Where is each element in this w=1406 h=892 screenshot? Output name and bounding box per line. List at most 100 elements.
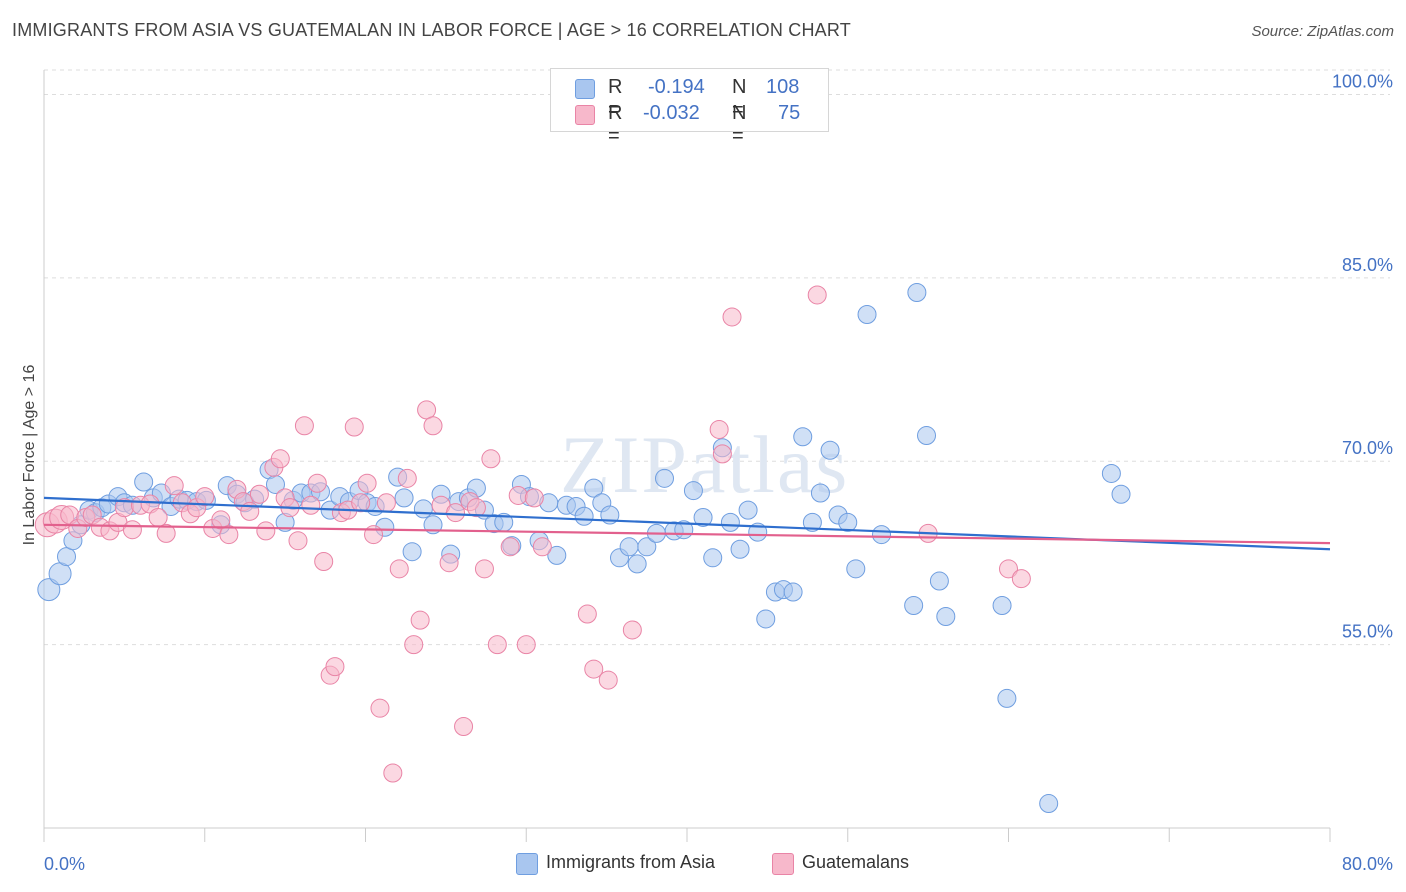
data-point <box>929 571 949 591</box>
data-point <box>294 416 314 436</box>
data-point <box>394 488 414 508</box>
data-point <box>709 419 729 439</box>
data-point <box>404 635 424 655</box>
data-point <box>793 427 813 447</box>
bottom-legend-swatch-asia <box>516 853 538 875</box>
data-point <box>574 506 594 526</box>
data-point <box>999 559 1018 579</box>
data-point <box>508 485 528 505</box>
trend-line-guatemalans <box>43 523 1331 545</box>
bottom-legend-label-asia: Immigrants from Asia <box>546 852 716 872</box>
data-point <box>1111 484 1131 504</box>
axes: 55.0% 70.0% 85.0% 100.0% 0.0% 80.0% <box>43 70 1393 874</box>
trend-lines <box>43 496 1331 551</box>
data-point <box>376 493 396 513</box>
data-point <box>413 499 433 519</box>
data-point <box>466 498 486 518</box>
data-point <box>846 559 866 579</box>
data-point <box>1039 794 1059 814</box>
data-point <box>344 417 364 437</box>
data-point <box>720 512 740 532</box>
data-point <box>857 305 877 325</box>
data-point <box>307 473 327 493</box>
legend-r-label: R = <box>608 76 623 121</box>
data-point <box>134 472 154 492</box>
data-point <box>446 503 466 523</box>
data-point <box>219 525 239 545</box>
chart-title: IMMIGRANTS FROM ASIA VS GUATEMALAN IN LA… <box>12 20 851 40</box>
x-tick-label-max: 80.0% <box>1342 854 1393 874</box>
data-point <box>370 698 390 718</box>
data-point <box>325 657 345 677</box>
data-point <box>156 523 176 543</box>
data-point <box>402 542 422 562</box>
y-tick-label: 100.0% <box>1332 71 1393 91</box>
data-point <box>500 537 520 557</box>
data-point <box>622 620 642 640</box>
data-point <box>314 551 334 571</box>
data-point <box>454 717 474 737</box>
data-point <box>383 763 403 783</box>
data-point <box>301 495 321 515</box>
data-point <box>619 537 639 557</box>
y-tick-label: 85.0% <box>1342 255 1393 275</box>
data-point <box>288 531 308 551</box>
data-point <box>1011 569 1031 589</box>
series-asia <box>37 283 1131 814</box>
data-point <box>683 481 703 501</box>
data-point <box>547 545 567 565</box>
correlation-legend: R = -0.194 N = 108 R = -0.032 N = 75 <box>550 68 829 147</box>
data-point <box>907 283 927 303</box>
data-point <box>917 426 937 446</box>
data-point <box>738 500 758 520</box>
legend-swatch-guatemalans <box>575 105 595 125</box>
data-point <box>1101 463 1121 483</box>
data-point <box>195 487 215 507</box>
legend-r-value: -0.194 <box>648 76 705 98</box>
bottom-legend-label-guatemalans: Guatemalans <box>802 852 910 872</box>
data-point <box>722 307 742 327</box>
data-point <box>532 537 552 557</box>
data-point <box>802 512 822 532</box>
data-point <box>270 449 290 469</box>
data-point <box>838 512 858 532</box>
data-point <box>439 553 459 573</box>
data-point <box>730 539 750 559</box>
data-point <box>487 635 507 655</box>
data-point <box>211 510 231 530</box>
x-tick-label-min: 0.0% <box>44 854 85 874</box>
data-point <box>57 547 77 567</box>
data-point <box>872 525 892 545</box>
data-point <box>703 548 723 568</box>
data-point <box>654 468 674 488</box>
data-point <box>122 520 142 540</box>
source-credit: Source: ZipAtlas.com <box>1251 23 1394 40</box>
data-point <box>351 493 371 513</box>
data-point <box>357 473 377 493</box>
data-point <box>756 609 776 629</box>
legend-n-value: 108 <box>766 76 800 98</box>
legend-swatch-asia <box>575 79 595 99</box>
y-axis-label: In Labor Force | Age > 16 <box>21 365 38 546</box>
data-point <box>810 483 830 503</box>
data-point <box>364 525 384 545</box>
data-point <box>524 488 544 508</box>
legend-n-value: 75 <box>778 102 801 124</box>
data-point <box>164 476 184 496</box>
data-point <box>148 507 168 527</box>
data-point <box>783 582 803 602</box>
data-point <box>807 285 827 305</box>
data-point <box>577 604 597 624</box>
series-layer <box>34 283 1131 814</box>
data-point <box>820 440 840 460</box>
data-point <box>48 562 72 586</box>
data-point <box>410 610 430 630</box>
data-point <box>389 559 409 579</box>
data-point <box>481 449 501 469</box>
data-point <box>904 595 924 615</box>
data-point <box>712 444 732 464</box>
data-point <box>249 484 269 504</box>
data-point <box>37 578 61 602</box>
legend-n-label: N = <box>732 76 747 121</box>
